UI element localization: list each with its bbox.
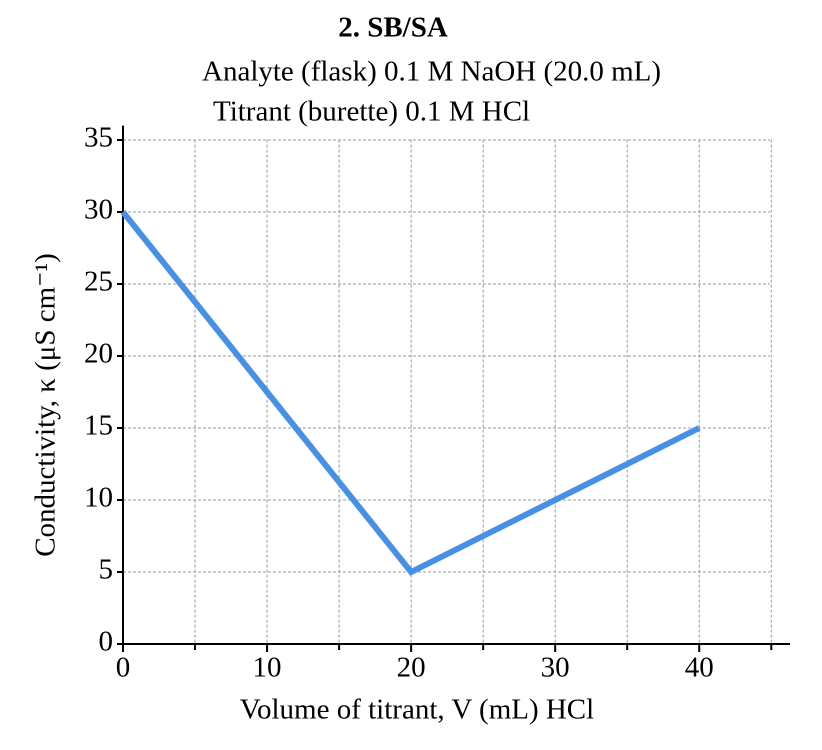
x-tick-label: 20 bbox=[397, 652, 426, 684]
y-tick-label: 25 bbox=[84, 266, 113, 298]
data-line bbox=[120, 210, 701, 576]
y-tick-label: 15 bbox=[84, 410, 113, 442]
x-tick-label: 0 bbox=[116, 652, 131, 684]
y-tick-label: 35 bbox=[84, 122, 113, 154]
chart-subtitle: Titrant (burette) 0.1 M HCl bbox=[213, 96, 530, 128]
y-tick-label: 0 bbox=[99, 626, 114, 658]
x-axis-label: Volume of titrant, V (mL) HCl bbox=[240, 694, 594, 726]
y-tick-label: 10 bbox=[84, 482, 113, 514]
y-tick-label: 5 bbox=[99, 554, 114, 586]
chart-subtitle: Analyte (flask) 0.1 M NaOH (20.0 mL) bbox=[202, 56, 661, 88]
y-tick-label: 20 bbox=[84, 338, 113, 370]
x-tick-label: 10 bbox=[253, 652, 282, 684]
y-axis-label: Conductivity, κ (μS cm⁻¹) bbox=[30, 253, 62, 557]
chart-title: 2. SB/SA bbox=[338, 12, 448, 44]
y-tick-label: 30 bbox=[84, 194, 113, 226]
x-tick-label: 30 bbox=[541, 652, 570, 684]
x-tick-label: 40 bbox=[685, 652, 714, 684]
